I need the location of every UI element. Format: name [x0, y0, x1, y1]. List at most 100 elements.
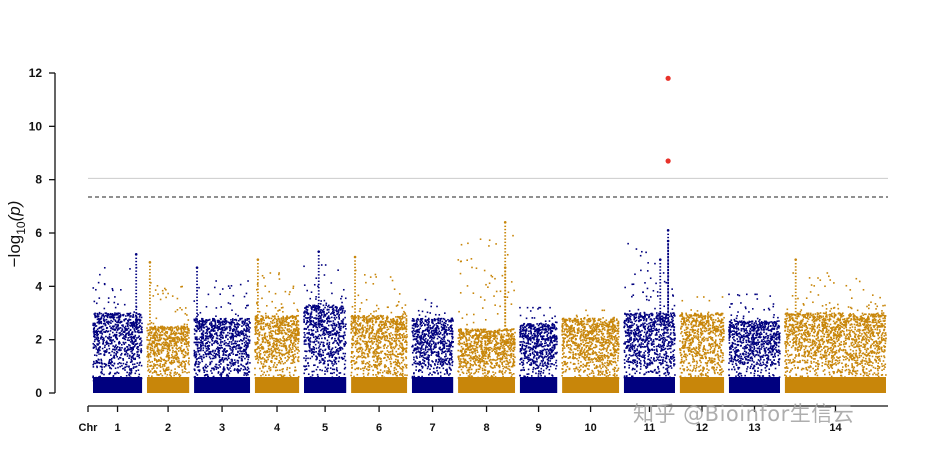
snp-point — [217, 367, 219, 369]
snp-point — [365, 363, 367, 365]
snp-point — [373, 341, 375, 343]
snp-point — [150, 337, 152, 339]
snp-point — [160, 327, 162, 329]
snp-point — [147, 351, 149, 353]
snp-point — [333, 372, 335, 374]
snp-point — [127, 353, 129, 355]
snp-point — [231, 285, 233, 287]
snp-point — [228, 326, 230, 328]
snp-point — [112, 339, 114, 341]
snp-point — [261, 297, 263, 299]
snp-point — [314, 309, 316, 311]
snp-point — [368, 340, 370, 342]
snp-point — [112, 328, 114, 330]
snp-point — [389, 335, 391, 337]
snp-point — [396, 305, 398, 307]
snp-point — [386, 378, 388, 380]
snp-point — [168, 360, 170, 362]
snp-point — [363, 360, 365, 362]
snp-point — [322, 352, 324, 354]
snp-point — [375, 353, 377, 355]
snp-point — [125, 329, 127, 331]
snp-point — [228, 302, 230, 304]
snp-point — [124, 348, 126, 350]
snp-point — [232, 340, 234, 342]
snp-point — [241, 343, 243, 345]
snp-point — [261, 322, 263, 324]
snp-point — [185, 307, 187, 309]
snp-point — [378, 335, 380, 337]
snp-point — [121, 344, 123, 346]
snp-point — [247, 367, 249, 369]
snp-point — [271, 333, 273, 335]
snp-point — [227, 335, 229, 337]
snp-point — [244, 337, 246, 339]
snp-point — [149, 361, 151, 363]
snp-point — [203, 321, 205, 323]
snp-point — [114, 334, 116, 336]
snp-point — [382, 351, 384, 353]
snp-point — [276, 364, 278, 366]
snp-point — [186, 379, 188, 381]
snp-point — [101, 379, 103, 381]
snp-point — [139, 321, 141, 323]
snp-point — [265, 325, 267, 327]
snp-point — [419, 314, 421, 316]
snp-point — [178, 350, 180, 352]
snp-point — [364, 366, 366, 368]
snp-point — [116, 356, 118, 358]
snp-point — [311, 291, 313, 293]
snp-point — [236, 329, 238, 331]
snp-point — [156, 367, 158, 369]
snp-point — [247, 359, 249, 361]
snp-point — [167, 344, 169, 346]
snp-point — [153, 367, 155, 369]
snp-point — [104, 366, 106, 368]
snp-point — [305, 343, 307, 345]
snp-point — [304, 369, 306, 371]
snp-point — [103, 354, 105, 356]
snp-point — [159, 336, 161, 338]
snp-point — [332, 305, 334, 307]
snp-point — [175, 311, 177, 313]
snp-point — [279, 374, 281, 376]
snp-point — [282, 316, 284, 318]
snp-point — [383, 357, 385, 359]
snp-point — [355, 334, 357, 336]
snp-point — [94, 327, 96, 329]
snp-point — [196, 330, 198, 332]
snp-point — [260, 375, 262, 377]
snp-point — [241, 355, 243, 357]
snp-point — [269, 338, 271, 340]
snp-point — [289, 345, 291, 347]
snp-point — [200, 348, 202, 350]
snp-point — [371, 321, 373, 323]
snp-point — [370, 345, 372, 347]
snp-point — [334, 338, 336, 340]
snp-point — [406, 347, 408, 349]
snp-point — [135, 340, 137, 342]
snp-point — [166, 333, 168, 335]
snp-point — [207, 336, 209, 338]
snp-point — [254, 333, 256, 335]
snp-point — [315, 308, 317, 310]
snp-point — [255, 329, 257, 331]
snp-point — [274, 362, 276, 364]
snp-point — [220, 306, 222, 308]
snp-point — [163, 359, 165, 361]
snp-point — [164, 365, 166, 367]
snp-point — [297, 343, 299, 345]
snp-point — [386, 347, 388, 349]
snp-point — [344, 345, 346, 347]
snp-point — [359, 338, 361, 340]
snp-point — [331, 352, 333, 354]
snp-point — [211, 334, 213, 336]
snp-point — [334, 369, 336, 371]
snp-point — [279, 349, 281, 351]
snp-point — [131, 372, 133, 374]
snp-point — [255, 349, 257, 351]
snp-point — [127, 337, 129, 339]
snp-point — [309, 345, 311, 347]
snp-point — [344, 353, 346, 355]
snp-point — [344, 364, 346, 366]
